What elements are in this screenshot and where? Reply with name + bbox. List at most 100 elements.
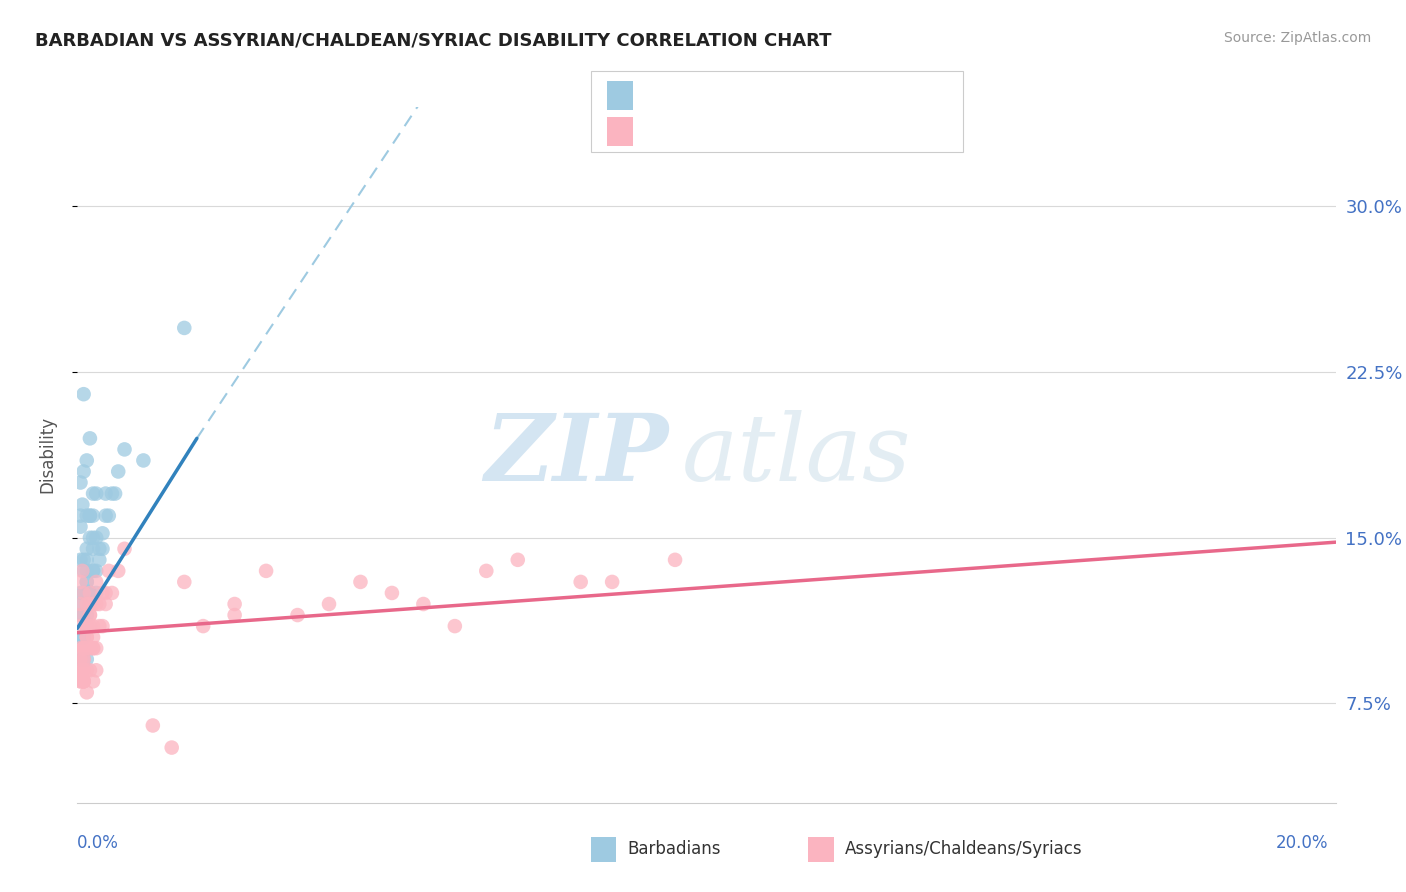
- Point: [69, 674, 91, 689]
- Point: [72, 553, 94, 567]
- Point: [94, 508, 117, 523]
- Point: [89, 619, 111, 633]
- Point: [72, 564, 94, 578]
- Point: [69, 574, 91, 589]
- Point: [79, 663, 101, 677]
- Point: [91, 586, 114, 600]
- Point: [76, 553, 98, 567]
- Point: [91, 526, 114, 541]
- Point: [72, 663, 94, 677]
- Point: [94, 586, 117, 600]
- Point: [82, 564, 104, 578]
- Point: [82, 641, 104, 656]
- Text: 0.0%: 0.0%: [77, 834, 120, 852]
- Point: [72, 652, 94, 666]
- Point: [82, 486, 104, 500]
- Point: [76, 597, 98, 611]
- Point: [79, 586, 101, 600]
- Point: [69, 519, 91, 533]
- Point: [72, 498, 94, 512]
- Point: [76, 619, 98, 633]
- Text: atlas: atlas: [682, 410, 911, 500]
- Point: [69, 475, 91, 490]
- Point: [82, 541, 104, 556]
- Point: [69, 652, 91, 666]
- Point: [72, 387, 94, 401]
- Point: [173, 321, 195, 335]
- Point: [76, 663, 98, 677]
- Point: [91, 619, 114, 633]
- Point: [160, 740, 183, 755]
- Point: [69, 641, 91, 656]
- Point: [114, 541, 136, 556]
- Point: [84, 486, 107, 500]
- Point: [76, 541, 98, 556]
- Point: [444, 619, 467, 633]
- Point: [76, 453, 98, 467]
- Y-axis label: Disability: Disability: [38, 417, 56, 493]
- Point: [287, 608, 309, 623]
- Text: Source: ZipAtlas.com: Source: ZipAtlas.com: [1223, 31, 1371, 45]
- Point: [349, 574, 371, 589]
- Point: [79, 586, 101, 600]
- Point: [79, 508, 101, 523]
- Point: [79, 597, 101, 611]
- Point: [76, 608, 98, 623]
- Point: [76, 564, 98, 578]
- Point: [76, 619, 98, 633]
- Point: [82, 619, 104, 633]
- Point: [76, 619, 98, 633]
- Point: [79, 619, 101, 633]
- Point: [76, 619, 98, 633]
- Point: [72, 652, 94, 666]
- Point: [72, 674, 94, 689]
- Point: [76, 586, 98, 600]
- Point: [89, 553, 111, 567]
- Point: [72, 586, 94, 600]
- Point: [69, 663, 91, 677]
- Point: [76, 574, 98, 589]
- Point: [69, 597, 91, 611]
- Point: [79, 608, 101, 623]
- Point: [72, 608, 94, 623]
- Point: [79, 597, 101, 611]
- Point: [76, 508, 98, 523]
- Point: [72, 674, 94, 689]
- Point: [79, 608, 101, 623]
- Point: [191, 619, 215, 633]
- Point: [82, 508, 104, 523]
- Point: [72, 641, 94, 656]
- Text: Barbadians: Barbadians: [627, 840, 721, 858]
- Point: [69, 597, 91, 611]
- Point: [89, 541, 111, 556]
- Text: Assyrians/Chaldeans/Syriacs: Assyrians/Chaldeans/Syriacs: [845, 840, 1083, 858]
- Text: 80: 80: [799, 122, 824, 141]
- Point: [318, 597, 340, 611]
- Point: [72, 663, 94, 677]
- Point: [72, 564, 94, 578]
- Point: [82, 641, 104, 656]
- Point: [76, 619, 98, 633]
- Point: [132, 453, 155, 467]
- Point: [381, 586, 404, 600]
- Point: [69, 553, 91, 567]
- Point: [94, 486, 117, 500]
- Text: 65: 65: [799, 87, 824, 104]
- Text: 0.160: 0.160: [686, 122, 742, 141]
- Point: [72, 641, 94, 656]
- Point: [114, 442, 136, 457]
- Point: [82, 630, 104, 644]
- Text: R =: R =: [644, 122, 683, 141]
- Text: ZIP: ZIP: [485, 410, 669, 500]
- Point: [224, 608, 246, 623]
- Point: [72, 608, 94, 623]
- Point: [72, 586, 94, 600]
- Text: N =: N =: [756, 87, 796, 104]
- Point: [79, 586, 101, 600]
- Point: [94, 597, 117, 611]
- Point: [69, 586, 91, 600]
- Point: [76, 574, 98, 589]
- Point: [412, 597, 434, 611]
- Point: [600, 574, 623, 589]
- Point: [107, 564, 129, 578]
